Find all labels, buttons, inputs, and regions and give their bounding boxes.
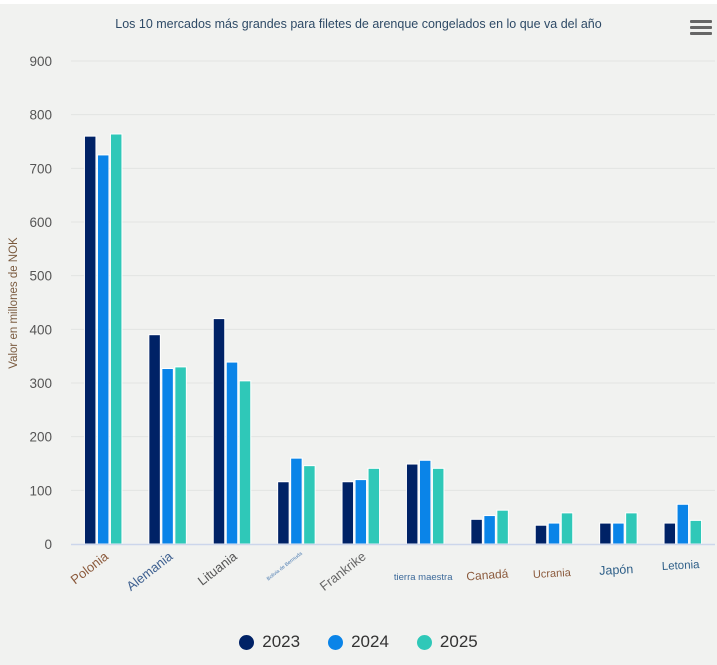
y-tick-label: 600	[29, 215, 52, 230]
bar-2025-polonia[interactable]	[109, 133, 123, 545]
bar-2024-canadá[interactable]	[483, 515, 496, 545]
bar-2025-japón[interactable]	[625, 512, 638, 545]
bar-2023-polonia[interactable]	[83, 135, 97, 545]
bar-2025-canadá[interactable]	[496, 509, 509, 545]
y-tick-label: 0	[44, 537, 52, 552]
bar-2024-tierra-maestra[interactable]	[418, 459, 432, 545]
x-tick-label: Polonia	[68, 548, 112, 587]
y-tick-label: 100	[29, 483, 52, 498]
bar-2023-japón[interactable]	[599, 522, 612, 545]
hamburger-menu-icon[interactable]	[690, 20, 712, 40]
bar-2023-bolivia-de-bermuda[interactable]	[277, 481, 290, 545]
x-tick-label: Ucrania	[533, 567, 572, 581]
legend-item-2025[interactable]: 2025	[416, 632, 478, 652]
bar-2025-bolivia-de-bermuda[interactable]	[303, 465, 316, 545]
x-axis-labels: Polonia Alemania Lituania Bolivia de Bermud…	[68, 548, 701, 594]
bar-2023-lituania[interactable]	[212, 318, 226, 545]
y-tick-label: 700	[29, 161, 52, 176]
y-tick-label: 400	[29, 322, 52, 337]
top-strip	[0, 0, 717, 4]
bar-2025-alemania[interactable]	[174, 366, 187, 545]
x-tick-label: tierra maestra	[394, 572, 453, 583]
x-tick-label: Alemania	[123, 548, 176, 594]
y-tick-label: 300	[29, 376, 52, 391]
y-tick-label: 800	[29, 108, 52, 123]
bar-2024-alemania[interactable]	[161, 368, 174, 545]
bar-2024-frankrike[interactable]	[354, 479, 368, 545]
bar-2025-tierra-maestra[interactable]	[431, 467, 445, 545]
x-tick-label: Canadá	[466, 567, 509, 584]
bar-2024-letonia[interactable]	[676, 503, 690, 545]
bar-2023-alemania[interactable]	[148, 334, 161, 545]
bar-2025-ucrania[interactable]	[560, 512, 574, 545]
x-tick-label: Lituania	[195, 548, 241, 588]
bar-2025-lituania[interactable]	[238, 380, 252, 545]
x-tick-label: Bolivia de Bermuda	[266, 551, 304, 583]
bar-2024-polonia[interactable]	[96, 154, 110, 545]
y-axis-label: Valor en millones de NOK	[8, 237, 20, 369]
bar-2023-canadá[interactable]	[470, 518, 483, 545]
chart-title: Los 10 mercados más grandes para filetes…	[115, 17, 602, 31]
bar-2023-frankrike[interactable]	[341, 481, 355, 545]
legend-marker-icon	[239, 634, 255, 650]
bar-2024-japón[interactable]	[612, 522, 625, 545]
legend-item-2024[interactable]: 2024	[328, 632, 389, 652]
bar-2023-letonia[interactable]	[663, 522, 677, 545]
menu-line	[690, 26, 712, 29]
legend: 2023 2024 2025	[0, 632, 717, 652]
legend-item-2023[interactable]: 2023	[239, 632, 300, 652]
legend-label: 2024	[351, 632, 389, 651]
legend-label: 2023	[262, 632, 301, 651]
x-tick-label: Frankrike	[317, 549, 369, 594]
bar-2025-frankrike[interactable]	[367, 467, 381, 545]
bar-2024-ucrania[interactable]	[547, 522, 561, 545]
legend-label: 2025	[439, 632, 478, 651]
bar-2023-tierra-maestra[interactable]	[405, 463, 419, 545]
menu-line	[690, 20, 712, 23]
bars	[83, 133, 703, 545]
y-tick-label: 200	[29, 430, 52, 445]
bar-2024-lituania[interactable]	[225, 361, 239, 545]
legend-marker-icon	[416, 634, 432, 650]
y-tick-label: 500	[29, 269, 52, 284]
bar-2024-bolivia-de-bermuda[interactable]	[290, 457, 303, 545]
menu-line	[690, 32, 712, 35]
y-axis-ticks: 0 100 200 300 400 500 600 700 800 900	[29, 54, 52, 552]
x-tick-label: Letonia	[661, 559, 700, 573]
legend-marker-icon	[328, 634, 344, 650]
bar-2023-ucrania[interactable]	[534, 524, 548, 545]
x-tick-label: Japón	[599, 562, 634, 578]
y-tick-label: 900	[29, 54, 52, 69]
bar-2025-letonia[interactable]	[689, 519, 703, 545]
